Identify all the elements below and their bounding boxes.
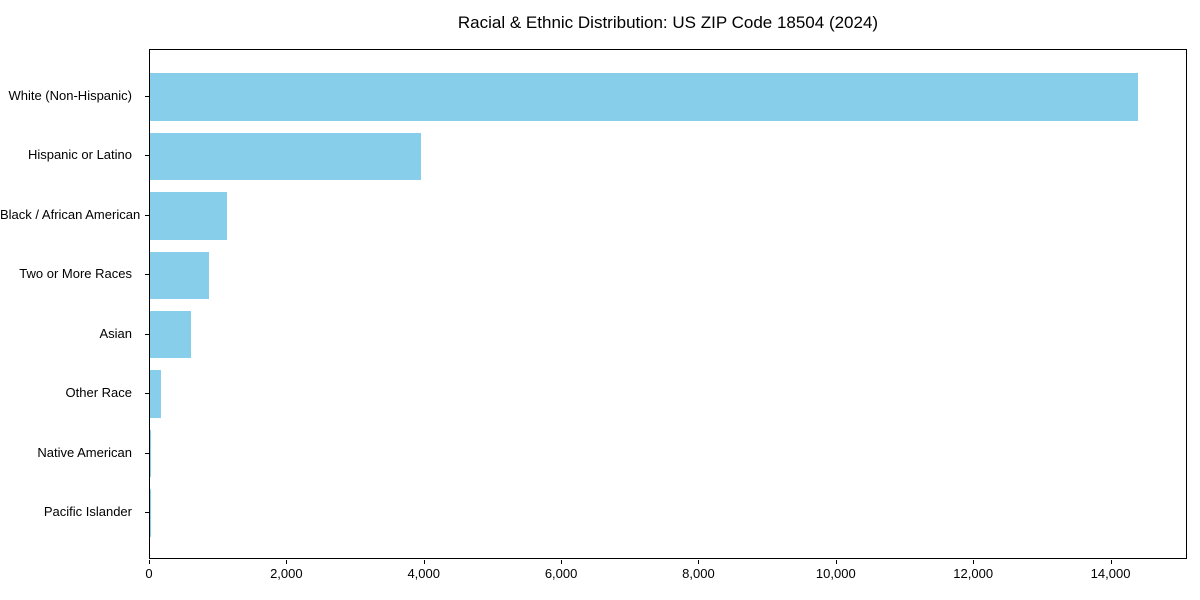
y-label-other-race: Other Race xyxy=(65,385,132,401)
x-tick-label-10000: 10,000 xyxy=(815,566,856,581)
y-tick-two-or-more-races xyxy=(145,274,149,276)
bar-native-american xyxy=(150,429,152,478)
y-tick-other-race xyxy=(145,393,149,395)
x-tick-2000 xyxy=(286,560,288,564)
y-label-hispanic-or-latino: Hispanic or Latino xyxy=(27,147,132,163)
x-tick-4000 xyxy=(423,560,425,564)
bar-two-or-more-races xyxy=(150,251,210,300)
x-tick-label-4000: 4,000 xyxy=(407,566,440,581)
y-tick-pacific-islander xyxy=(145,512,149,514)
x-tick-label-12000: 12,000 xyxy=(953,566,994,581)
bar-asian xyxy=(150,310,191,359)
bar-white-non-hispanic xyxy=(150,73,1139,121)
y-label-black-african-american: Black / African American xyxy=(0,206,141,222)
x-tick-8000 xyxy=(698,560,700,564)
x-tick-label-2000: 2,000 xyxy=(270,566,303,581)
x-tick-6000 xyxy=(561,560,563,564)
chart-title: Racial & Ethnic Distribution: US ZIP Cod… xyxy=(457,13,879,32)
x-tick-12000 xyxy=(973,560,975,564)
y-tick-hispanic-or-latino xyxy=(145,155,149,157)
x-tick-14000 xyxy=(1110,560,1112,564)
y-tick-black-african-american xyxy=(145,214,149,216)
x-tick-label-14000: 14,000 xyxy=(1090,566,1131,581)
x-tick-label-6000: 6,000 xyxy=(544,566,578,581)
bar-other-race xyxy=(150,370,161,418)
y-tick-native-american xyxy=(145,452,149,454)
y-label-white-non-hispanic: White (Non-Hispanic) xyxy=(8,87,132,103)
x-tick-10000 xyxy=(835,560,837,564)
y-tick-asian xyxy=(145,333,149,335)
y-tick-white-non-hispanic xyxy=(145,95,149,97)
x-tick-label-8000: 8,000 xyxy=(682,566,715,581)
y-label-native-american: Native American xyxy=(37,444,132,460)
y-label-two-or-more-races: Two or More Races xyxy=(19,266,132,282)
bar-black-african-american xyxy=(150,192,227,240)
x-tick-0 xyxy=(149,560,150,564)
y-label-pacific-islander: Pacific Islander xyxy=(43,504,132,520)
bar-hispanic-or-latino xyxy=(150,132,422,181)
plot-area xyxy=(149,49,1187,559)
x-tick-label-0: 0 xyxy=(145,566,153,581)
y-label-asian: Asian xyxy=(99,325,132,341)
